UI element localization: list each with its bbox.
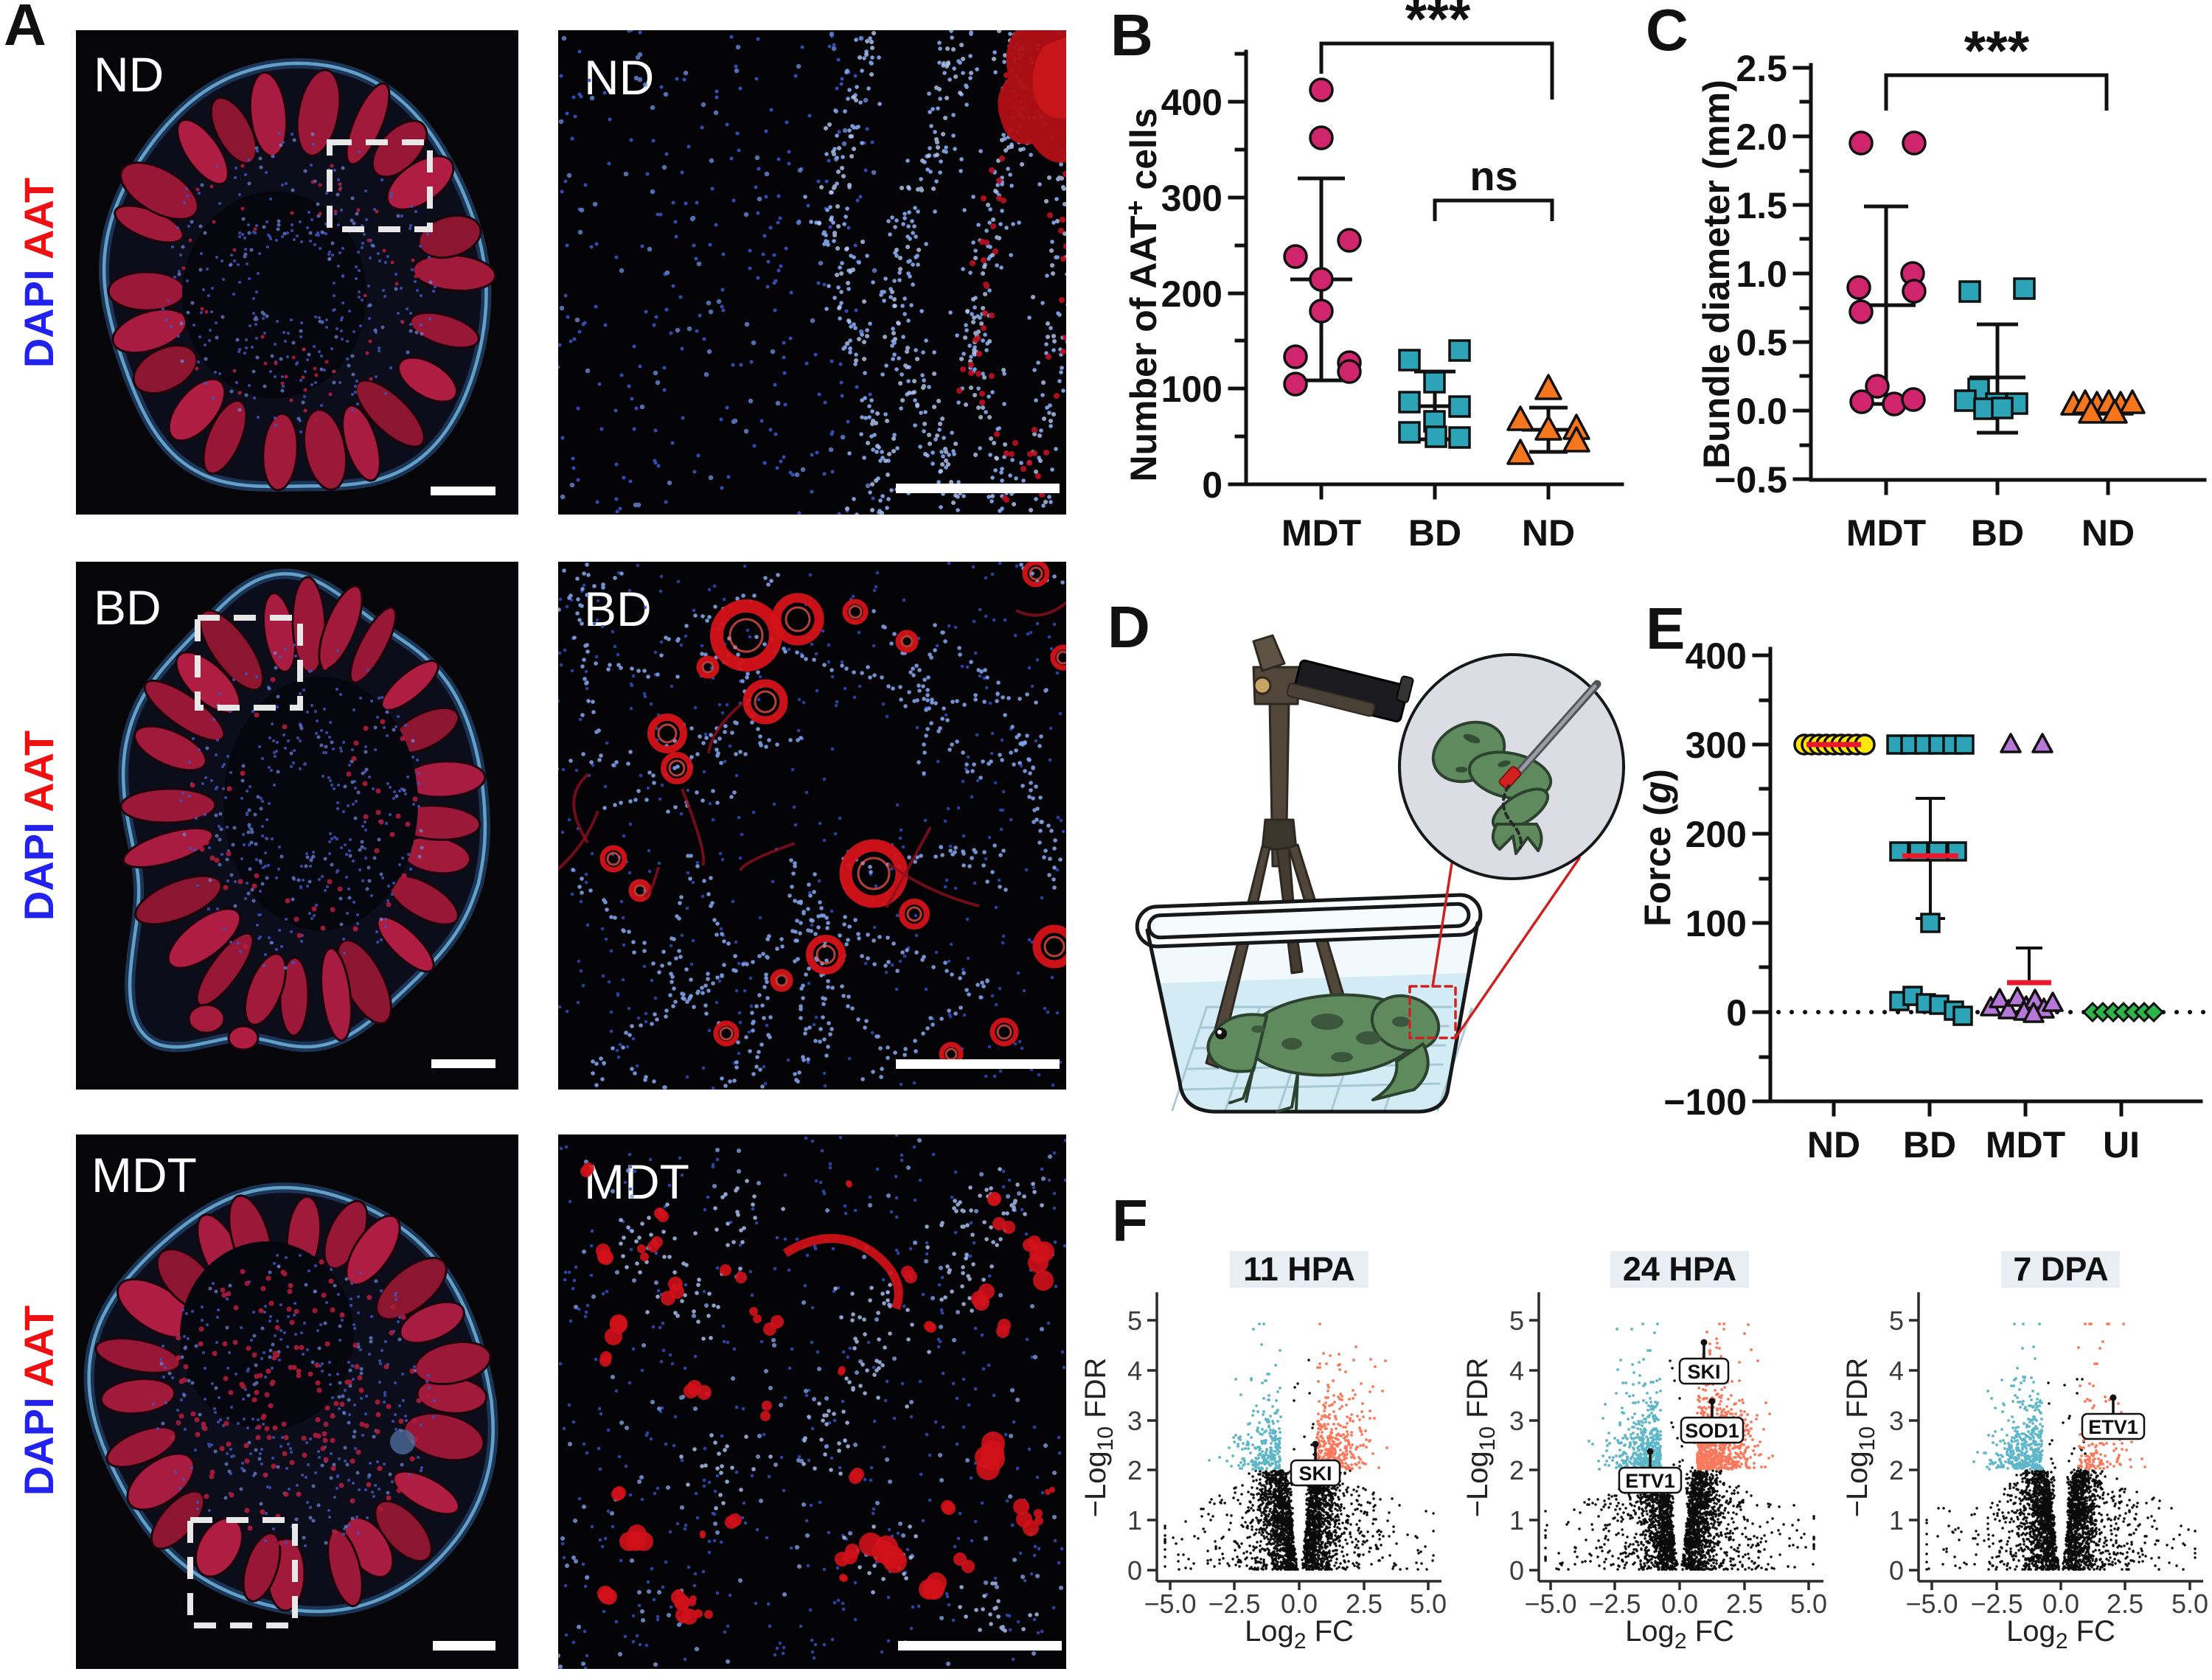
svg-text:ETV1: ETV1 (1625, 1470, 1675, 1492)
svg-text:5: 5 (1889, 1306, 1904, 1336)
svg-text:4: 4 (1889, 1356, 1904, 1386)
svg-text:D: D (1107, 594, 1150, 660)
svg-text:1: 1 (1889, 1505, 1904, 1536)
svg-text:−2.5: −2.5 (1588, 1589, 1641, 1619)
svg-text:0.0: 0.0 (2042, 1589, 2079, 1619)
svg-text:−0.5: −0.5 (1714, 459, 1787, 501)
svg-text:MDT: MDT (1846, 512, 1926, 554)
svg-text:−2.5: −2.5 (1970, 1589, 2023, 1619)
svg-text:7 DPA: 7 DPA (2013, 1250, 2108, 1288)
svg-text:400: 400 (1686, 635, 1747, 677)
svg-text:ETV1: ETV1 (2088, 1416, 2138, 1438)
svg-text:Bundle diameter (mm): Bundle diameter (mm) (1696, 80, 1737, 469)
svg-text:BD: BD (1971, 512, 2024, 554)
svg-text:F: F (1112, 1188, 1148, 1253)
svg-text:5.0: 5.0 (1410, 1589, 1447, 1619)
svg-text:A: A (4, 0, 46, 57)
svg-text:0: 0 (1889, 1555, 1904, 1586)
svg-text:ND: ND (584, 50, 654, 105)
svg-text:MDT: MDT (1281, 512, 1361, 554)
svg-text:1.0: 1.0 (1736, 254, 1787, 295)
svg-text:DAPI AAT: DAPI AAT (15, 178, 62, 368)
svg-text:0: 0 (1127, 1555, 1142, 1586)
svg-text:2: 2 (1127, 1455, 1142, 1485)
svg-text:ND: ND (94, 47, 164, 102)
svg-text:1.5: 1.5 (1736, 185, 1787, 226)
svg-text:11 HPA: 11 HPA (1243, 1250, 1355, 1288)
svg-text:300: 300 (1161, 178, 1222, 219)
svg-text:−5.0: −5.0 (1524, 1589, 1576, 1619)
svg-text:0: 0 (1726, 992, 1747, 1034)
svg-text:5.0: 5.0 (1790, 1589, 1827, 1619)
svg-text:3: 3 (1127, 1406, 1142, 1436)
svg-text:ns: ns (1470, 153, 1517, 199)
svg-text:Number of AAT+ cells: Number of AAT+ cells (1120, 108, 1164, 481)
svg-text:DAPI AAT: DAPI AAT (15, 1306, 62, 1496)
svg-text:B: B (1110, 2, 1153, 68)
svg-text:BD: BD (1903, 1124, 1956, 1165)
svg-text:DAPI AAT: DAPI AAT (15, 731, 62, 921)
svg-text:MDT: MDT (1986, 1124, 2065, 1165)
svg-text:5: 5 (1127, 1306, 1142, 1336)
svg-text:1: 1 (1127, 1505, 1142, 1536)
svg-text:100: 100 (1161, 369, 1222, 410)
svg-text:400: 400 (1161, 82, 1222, 123)
svg-text:1: 1 (1509, 1505, 1524, 1536)
svg-text:0.0: 0.0 (1281, 1589, 1318, 1619)
svg-text:0.0: 0.0 (1661, 1589, 1698, 1619)
svg-text:−Log10 FDR: −Log10 FDR (1079, 1358, 1118, 1518)
svg-text:0: 0 (1509, 1555, 1524, 1586)
svg-text:UI: UI (2103, 1124, 2140, 1165)
svg-text:BD: BD (94, 580, 161, 635)
svg-text:−5.0: −5.0 (1144, 1589, 1196, 1619)
svg-text:4: 4 (1127, 1356, 1142, 1386)
svg-text:5.0: 5.0 (2171, 1589, 2208, 1619)
svg-text:***: *** (1405, 0, 1471, 51)
svg-text:SKI: SKI (1687, 1361, 1720, 1383)
svg-text:BD: BD (1408, 512, 1461, 554)
svg-text:2.0: 2.0 (1736, 116, 1787, 158)
svg-text:3: 3 (1889, 1406, 1904, 1436)
svg-text:2.5: 2.5 (2107, 1589, 2143, 1619)
svg-text:−5.0: −5.0 (1905, 1589, 1958, 1619)
svg-text:0.0: 0.0 (1736, 391, 1787, 432)
svg-text:2.5: 2.5 (1726, 1589, 1763, 1619)
svg-text:SOD1: SOD1 (1685, 1420, 1739, 1442)
svg-text:ND: ND (1522, 512, 1575, 554)
svg-text:2.5: 2.5 (1736, 48, 1787, 89)
svg-text:200: 200 (1161, 273, 1222, 315)
svg-text:SKI: SKI (1298, 1463, 1332, 1485)
svg-text:Log2 FC: Log2 FC (1625, 1615, 1734, 1653)
svg-text:2: 2 (1509, 1455, 1524, 1485)
svg-text:***: *** (1964, 20, 2030, 83)
svg-text:5: 5 (1509, 1306, 1524, 1336)
svg-text:100: 100 (1686, 903, 1747, 944)
svg-text:ND: ND (1807, 1124, 1860, 1165)
svg-text:−100: −100 (1663, 1081, 1747, 1123)
svg-text:MDT: MDT (91, 1148, 197, 1202)
svg-text:C: C (1646, 0, 1688, 63)
svg-text:ND: ND (2081, 512, 2135, 554)
svg-text:0: 0 (1202, 464, 1222, 506)
svg-text:Force (g): Force (g) (1637, 769, 1678, 927)
svg-text:E: E (1646, 596, 1685, 661)
svg-text:300: 300 (1686, 725, 1747, 766)
svg-text:24 HPA: 24 HPA (1623, 1250, 1736, 1288)
svg-text:0.5: 0.5 (1736, 322, 1787, 363)
svg-text:−2.5: −2.5 (1208, 1589, 1260, 1619)
svg-text:4: 4 (1509, 1356, 1524, 1386)
svg-text:2: 2 (1889, 1455, 1904, 1485)
svg-text:200: 200 (1686, 814, 1747, 855)
svg-text:3: 3 (1509, 1406, 1524, 1436)
svg-text:BD: BD (584, 582, 652, 636)
svg-text:MDT: MDT (584, 1154, 689, 1209)
svg-text:2.5: 2.5 (1346, 1589, 1382, 1619)
